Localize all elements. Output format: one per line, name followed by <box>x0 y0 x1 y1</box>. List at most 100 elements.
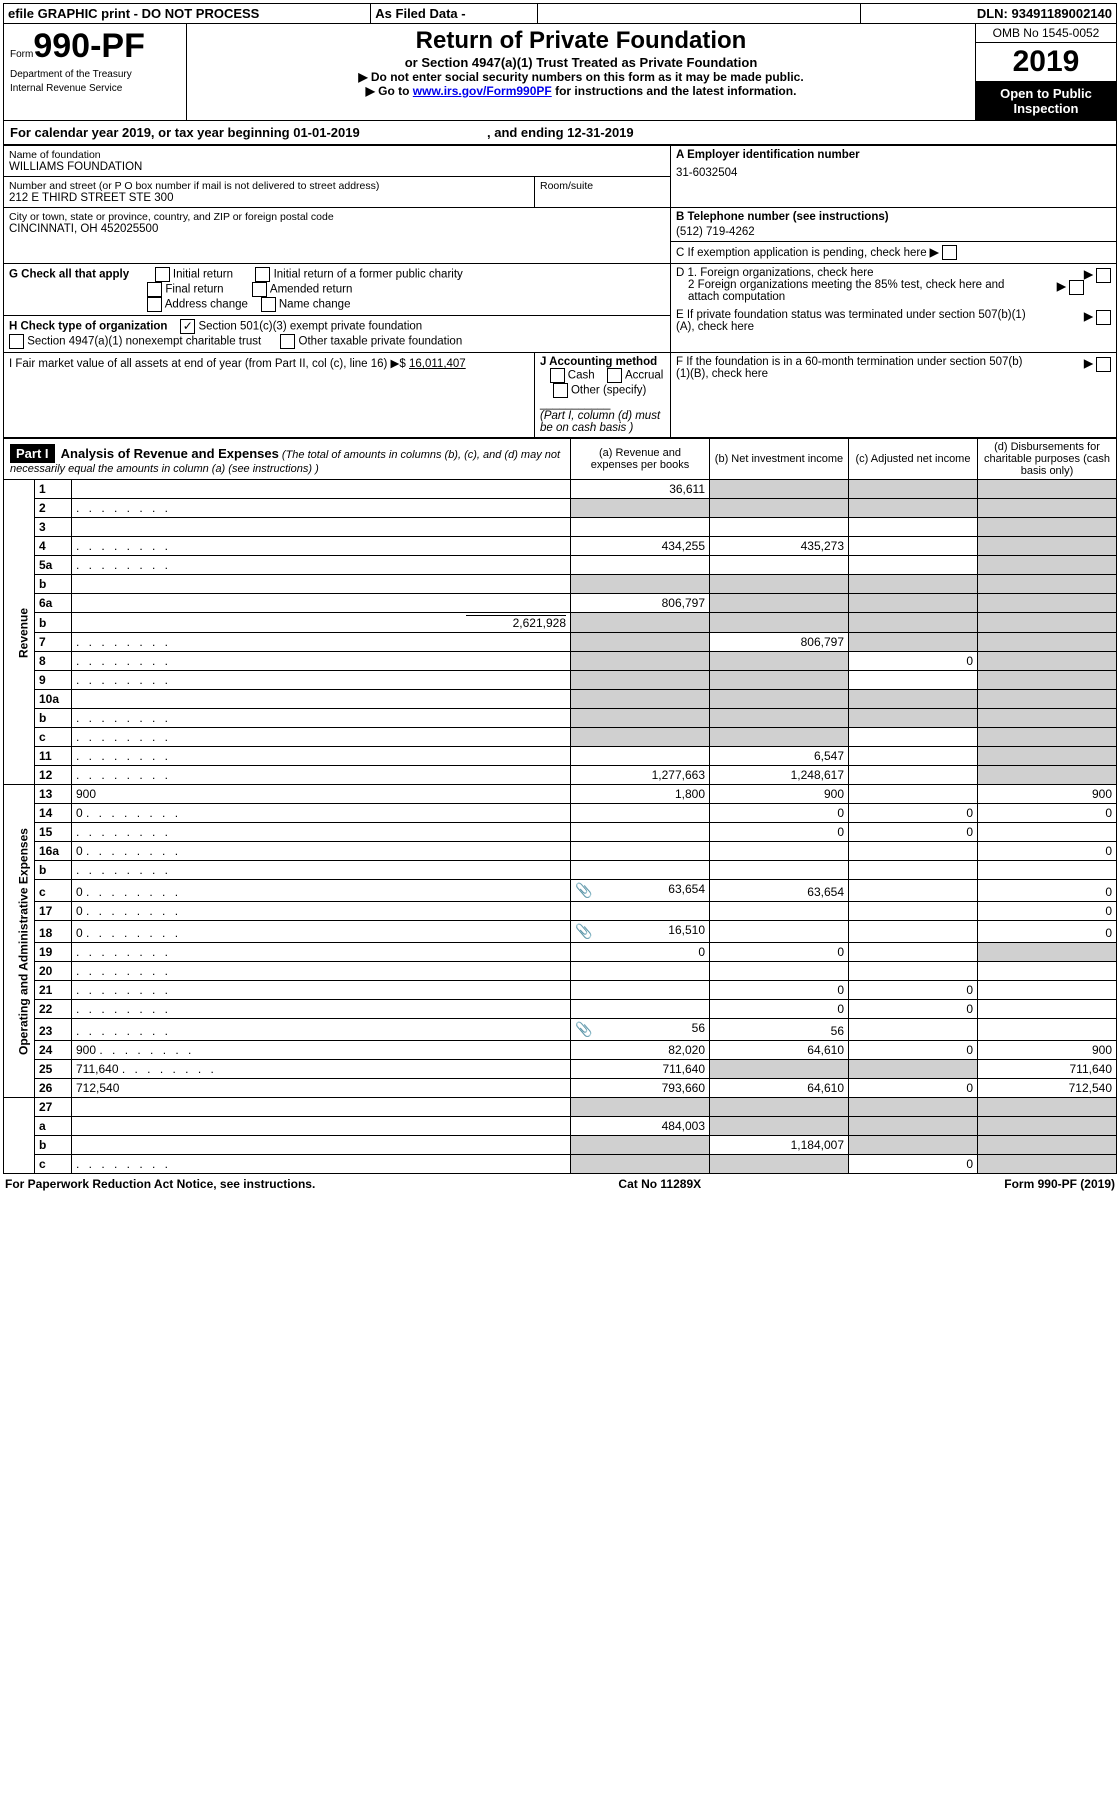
form-ref: Form 990-PF (2019) <box>1004 1177 1115 1191</box>
cell-a <box>571 1155 710 1174</box>
name-label: Name of foundation <box>9 149 665 161</box>
city-label: City or town, state or province, country… <box>9 211 665 223</box>
cell-a <box>571 613 710 633</box>
cell-d <box>978 633 1117 652</box>
cell-d <box>978 594 1117 613</box>
cell-b <box>710 594 849 613</box>
table-row: 19 . . . . . . . .00 <box>4 943 1117 962</box>
cell-d <box>978 861 1117 880</box>
cell-b <box>710 902 849 921</box>
cell-d <box>978 747 1117 766</box>
checkbox-d1[interactable] <box>1096 268 1111 283</box>
efile-label: efile GRAPHIC print - DO NOT PROCESS <box>8 6 259 21</box>
cell-c <box>849 613 978 633</box>
cell-a <box>571 709 710 728</box>
table-row: 23 . . . . . . . .📎5656 <box>4 1019 1117 1041</box>
attachment-icon[interactable]: 📎 <box>575 1021 592 1038</box>
part1-header: Part I <box>10 444 55 463</box>
table-row: 15 . . . . . . . .00 <box>4 823 1117 842</box>
cell-a <box>571 861 710 880</box>
cell-d: 0 <box>978 842 1117 861</box>
cell-b <box>710 842 849 861</box>
cell-c <box>849 842 978 861</box>
line-description: . . . . . . . . <box>72 962 571 981</box>
cell-d <box>978 575 1117 594</box>
form-header: Form990-PF Department of the Treasury In… <box>3 24 1117 121</box>
table-row: 10a <box>4 690 1117 709</box>
cell-a <box>571 499 710 518</box>
line-number: 6a <box>35 594 72 613</box>
table-row: b . . . . . . . . <box>4 861 1117 880</box>
cell-c <box>849 537 978 556</box>
instructions-link[interactable]: www.irs.gov/Form990PF <box>413 84 552 98</box>
cell-a: 0 <box>571 943 710 962</box>
checkbox-other-tax[interactable] <box>280 334 295 349</box>
line-number: 27 <box>35 1098 72 1117</box>
line-description: . . . . . . . . <box>72 633 571 652</box>
checkbox-accrual[interactable] <box>607 368 622 383</box>
line-description: . . . . . . . . <box>72 981 571 1000</box>
checkbox-amended[interactable] <box>252 282 267 297</box>
line-description: 900 . . . . . . . . <box>72 1041 571 1060</box>
attachment-icon[interactable]: 📎 <box>575 923 592 940</box>
cell-a <box>571 747 710 766</box>
cell-d <box>978 1155 1117 1174</box>
checkbox-e[interactable] <box>1096 310 1111 325</box>
foundation-name: WILLIAMS FOUNDATION <box>9 161 665 173</box>
checkbox-f[interactable] <box>1096 357 1111 372</box>
table-row: 25711,640 . . . . . . . .711,640711,640 <box>4 1060 1117 1079</box>
checkbox-501c3[interactable]: ✓ <box>180 319 195 334</box>
cell-a: 793,660 <box>571 1079 710 1098</box>
line-number: 5a <box>35 556 72 575</box>
line-number: 2 <box>35 499 72 518</box>
checkbox-cash[interactable] <box>550 368 565 383</box>
checkbox-address[interactable] <box>147 297 162 312</box>
table-row: 21 . . . . . . . .00 <box>4 981 1117 1000</box>
dln-value: 93491189002140 <box>1011 6 1112 21</box>
cell-d <box>978 709 1117 728</box>
field-a-label: A Employer identification number <box>676 149 1111 161</box>
ein-value: 31-6032504 <box>676 167 1111 179</box>
cell-c <box>849 1136 978 1155</box>
cell-d: 0 <box>978 880 1117 902</box>
checkbox-4947[interactable] <box>9 334 24 349</box>
checkbox-c[interactable] <box>942 245 957 260</box>
checkbox-d2[interactable] <box>1069 280 1084 295</box>
cell-b <box>710 1117 849 1136</box>
cell-c <box>849 671 978 690</box>
cell-b <box>710 518 849 537</box>
table-row: 11 . . . . . . . .6,547 <box>4 747 1117 766</box>
cell-b: 1,248,617 <box>710 766 849 785</box>
cell-b <box>710 480 849 499</box>
cell-c <box>849 690 978 709</box>
cell-a <box>571 981 710 1000</box>
omb-number: OMB No 1545-0052 <box>976 24 1116 43</box>
line-description: 900 <box>72 785 571 804</box>
table-row: c . . . . . . . . <box>4 728 1117 747</box>
table-row: b1,184,007 <box>4 1136 1117 1155</box>
cell-d <box>978 556 1117 575</box>
cell-c <box>849 747 978 766</box>
checkbox-final[interactable] <box>147 282 162 297</box>
table-row: b . . . . . . . . <box>4 709 1117 728</box>
checkbox-initial[interactable] <box>155 267 170 282</box>
phone-value: (512) 719-4262 <box>676 226 1111 238</box>
cell-b <box>710 709 849 728</box>
line-number: 12 <box>35 766 72 785</box>
checkbox-other-method[interactable] <box>553 383 568 398</box>
attachment-icon[interactable]: 📎 <box>575 882 592 899</box>
cell-b <box>710 499 849 518</box>
line-number: 7 <box>35 633 72 652</box>
cell-d <box>978 499 1117 518</box>
checkbox-initial-former[interactable] <box>255 267 270 282</box>
cell-b <box>710 1060 849 1079</box>
checkbox-name[interactable] <box>261 297 276 312</box>
cell-c: 0 <box>849 804 978 823</box>
line-number: c <box>35 1155 72 1174</box>
cell-d <box>978 981 1117 1000</box>
cell-b: 64,610 <box>710 1041 849 1060</box>
cell-a <box>571 518 710 537</box>
line-number: b <box>35 861 72 880</box>
cell-c <box>849 962 978 981</box>
cell-b <box>710 690 849 709</box>
